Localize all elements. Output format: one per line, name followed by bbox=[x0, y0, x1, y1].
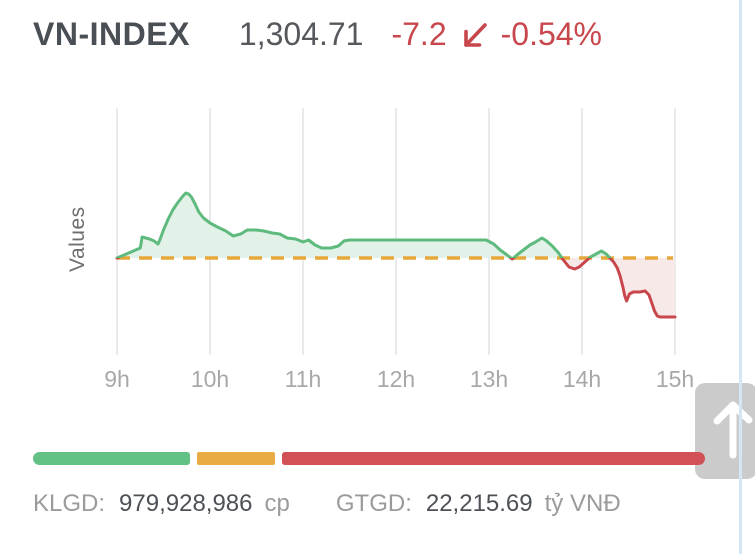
x-tick-label: 9h bbox=[104, 366, 130, 392]
price-line-above bbox=[115, 191, 612, 258]
x-tick-label: 13h bbox=[469, 366, 509, 392]
x-tick-label: 14h bbox=[562, 366, 602, 392]
down-left-arrow-icon bbox=[457, 20, 491, 57]
page-border-line bbox=[739, 0, 742, 554]
gtgd-label: GTGD: bbox=[335, 490, 412, 517]
market-breadth-bar bbox=[33, 452, 705, 465]
index-change-group: -7.2 -0.54% bbox=[391, 16, 602, 53]
index-symbol: VN-INDEX bbox=[33, 16, 190, 52]
x-tick-label: 10h bbox=[190, 366, 230, 392]
klgd-value: 979,928,986 bbox=[119, 490, 253, 517]
breadth-segment-advancers bbox=[33, 452, 190, 465]
index-change-percent: -0.54% bbox=[500, 16, 602, 52]
area-below-reference bbox=[117, 258, 675, 317]
up-arrow-icon bbox=[695, 401, 755, 482]
klgd-unit: cp bbox=[264, 490, 290, 517]
x-tick-label: 12h bbox=[376, 366, 416, 392]
price-line-below bbox=[115, 258, 677, 319]
index-value: 1,304.71 bbox=[238, 16, 364, 52]
gtgd-value: 22,215.69 bbox=[425, 490, 533, 517]
gtgd-stat: GTGD: 22,215.69 tỷ VNĐ bbox=[336, 490, 621, 518]
x-tick-label: 15h bbox=[655, 366, 695, 392]
area-above-reference bbox=[117, 193, 675, 258]
gtgd-unit: tỷ VNĐ bbox=[544, 490, 621, 517]
klgd-stat: KLGD: 979,928,986 cp bbox=[33, 490, 290, 518]
breadth-segment-unchanged bbox=[197, 452, 275, 465]
header: VN-INDEX 1,304.71 -7.2 -0.54% bbox=[33, 16, 602, 53]
klgd-label: KLGD: bbox=[33, 490, 106, 517]
footer-stats: KLGD: 979,928,986 cp GTGD: 22,215.69 tỷ … bbox=[33, 490, 621, 518]
index-change: -7.2 bbox=[391, 16, 447, 52]
x-tick-label: 11h bbox=[284, 366, 322, 392]
breadth-segment-decliners bbox=[282, 452, 705, 465]
scroll-to-top-button[interactable] bbox=[695, 383, 755, 479]
